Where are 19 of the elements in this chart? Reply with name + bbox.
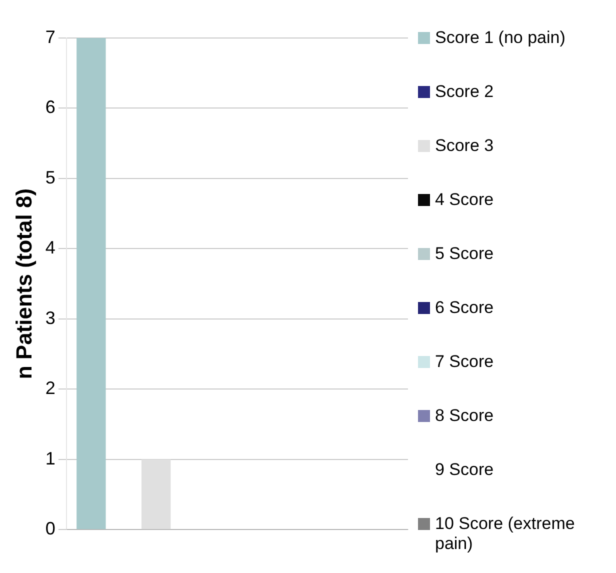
y-tick-label: 4 — [45, 238, 56, 258]
y-tick-label: 0 — [45, 518, 56, 539]
legend-label: 10 Score (extreme pain) — [435, 514, 576, 554]
legend-label: Score 2 — [435, 82, 494, 102]
y-axis-title: n Patients (total 8) — [11, 188, 36, 380]
y-tick-label: 1 — [45, 448, 56, 468]
legend-label: Score 3 — [435, 136, 494, 156]
text: 9 Score — [435, 460, 494, 480]
y-tick-label: 6 — [45, 97, 56, 118]
y-tick-label: 3 — [45, 308, 56, 328]
legend-label: Score 1 (no pain) — [435, 28, 566, 48]
y-tick-label: 2 — [45, 378, 56, 398]
legend-label: 6 Score — [435, 298, 494, 318]
y-tick-label: 5 — [45, 167, 56, 188]
legend-label: 8 Score — [435, 406, 494, 426]
legend-label: 4 Score — [435, 190, 494, 210]
y-tick-label: 7 — [45, 26, 56, 47]
legend-label: 7 Score — [435, 352, 494, 372]
legend-label: 5 Score — [435, 244, 494, 264]
